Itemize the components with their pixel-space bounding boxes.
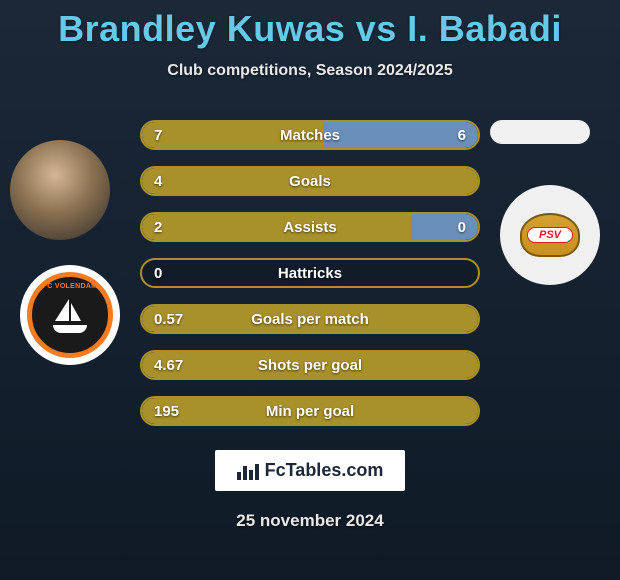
subtitle: Club competitions, Season 2024/2025	[0, 62, 620, 80]
stat-row: 2Assists0	[140, 212, 480, 242]
psv-shield-icon: PSV	[520, 213, 580, 257]
stat-label: Hattricks	[142, 260, 478, 286]
boat-icon	[45, 299, 95, 339]
stat-row: 4.67Shots per goal	[140, 350, 480, 380]
stat-label: Goals per match	[142, 306, 478, 332]
comparison-panel: FC VOLENDAM PSV 7Matches6 4Goals 2Assists0…	[0, 110, 620, 440]
stat-label: Shots per goal	[142, 352, 478, 378]
club-left-badge: FC VOLENDAM	[20, 265, 120, 365]
stat-label: Assists	[142, 214, 478, 240]
player-right-avatar	[490, 120, 590, 144]
stat-label: Matches	[142, 122, 478, 148]
stat-row: 195Min per goal	[140, 396, 480, 426]
stat-label: Min per goal	[142, 398, 478, 424]
stat-row: 0Hattricks	[140, 258, 480, 288]
volendam-badge-inner: FC VOLENDAM	[27, 272, 113, 358]
stats-list: 7Matches64Goals2Assists00Hattricks0.57Go…	[140, 120, 480, 442]
stat-row: 0.57Goals per match	[140, 304, 480, 334]
stat-row: 7Matches6	[140, 120, 480, 150]
stat-value-right: 0	[458, 214, 466, 240]
footer: FcTables.com	[0, 450, 620, 491]
club-left-name: FC VOLENDAM	[43, 283, 98, 290]
bar-chart-icon	[237, 462, 259, 480]
brand-badge: FcTables.com	[215, 450, 406, 491]
club-right-name: PSV	[527, 227, 573, 243]
stat-row: 4Goals	[140, 166, 480, 196]
club-right-badge: PSV	[500, 185, 600, 285]
player-left-avatar	[10, 140, 110, 240]
brand-text: FcTables.com	[265, 460, 384, 481]
page-title: Brandley Kuwas vs I. Babadi	[0, 0, 620, 50]
date-text: 25 november 2024	[0, 511, 620, 531]
stat-value-right: 6	[458, 122, 466, 148]
stat-label: Goals	[142, 168, 478, 194]
